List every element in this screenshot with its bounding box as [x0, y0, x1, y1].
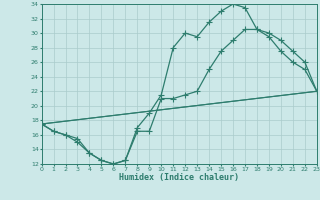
X-axis label: Humidex (Indice chaleur): Humidex (Indice chaleur): [119, 173, 239, 182]
